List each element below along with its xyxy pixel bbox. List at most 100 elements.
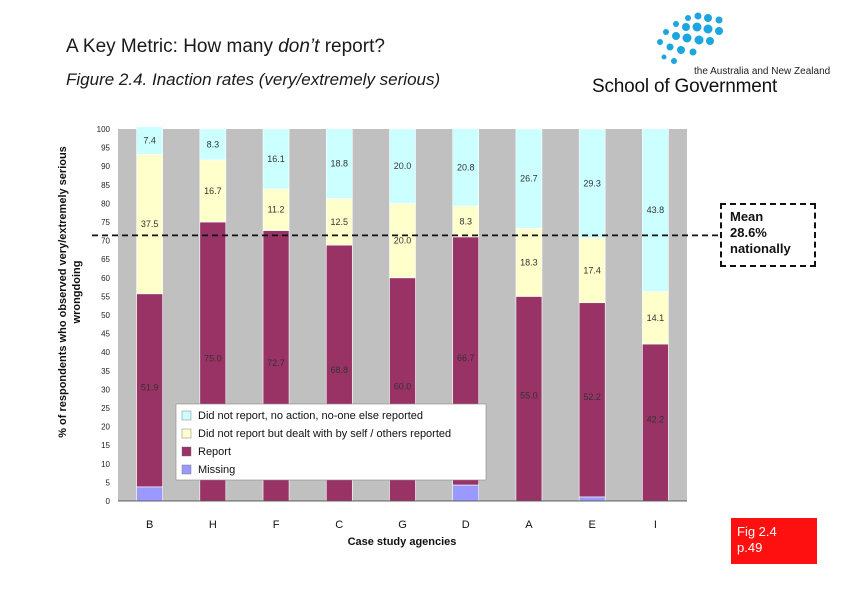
bar-segment: [325, 198, 353, 246]
bar-segment: [515, 228, 543, 297]
data-label: 16.1: [267, 154, 285, 164]
data-label: 37.5: [141, 219, 159, 229]
mean-callout: Mean 28.6% nationally: [720, 203, 816, 267]
y-tick-label: 85: [101, 181, 110, 190]
bar-segment: [642, 343, 669, 502]
bar-segment: [199, 159, 227, 223]
data-label: 18.8: [331, 159, 349, 169]
data-label: 20.8: [457, 162, 475, 172]
x-tick-label: H: [209, 519, 217, 531]
bar-segment: [136, 293, 163, 488]
data-label: 20.0: [394, 161, 412, 171]
bar-segment: [578, 128, 606, 239]
data-label: 11.2: [268, 205, 285, 215]
y-tick-label: 90: [101, 162, 110, 171]
legend-box: [175, 403, 487, 481]
legend-label: Did not report but dealt with by self / …: [198, 428, 451, 440]
legend-swatch: [181, 428, 192, 439]
x-tick-label: G: [398, 519, 407, 531]
y-tick-label: 100: [97, 125, 111, 134]
legend-swatch: [181, 464, 192, 475]
x-tick-label: A: [525, 519, 533, 531]
x-axis-title: Case study agencies: [348, 536, 457, 548]
y-tick-label: 30: [101, 385, 110, 394]
bar-segment: [452, 128, 480, 207]
bar-segment: [199, 128, 227, 161]
y-tick-label: 75: [101, 218, 110, 227]
data-label: 75.0: [204, 354, 222, 364]
figure-subtitle: Figure 2.4. Inaction rates (very/extreme…: [66, 70, 441, 89]
legend-label: Did not report, no action, no-one else r…: [198, 410, 423, 422]
bar-segment: [578, 496, 606, 502]
data-label: 29.3: [583, 178, 601, 188]
data-label: 12.5: [331, 217, 349, 227]
legend-label: Report: [198, 446, 231, 458]
bar-segment: [262, 128, 290, 190]
data-label: 72.7: [267, 358, 285, 368]
legend-swatch: [181, 446, 192, 457]
y-axis-title-line2: wrongdoing: [71, 261, 83, 325]
bar-segment: [515, 296, 543, 502]
y-tick-label: 15: [101, 441, 110, 450]
y-tick-label: 20: [101, 423, 110, 432]
logo-subtext: the Australia and New Zealand: [694, 66, 831, 77]
data-label: 18.3: [520, 257, 538, 267]
y-tick-label: 0: [106, 497, 111, 506]
bar-segment: [325, 128, 353, 199]
y-tick-label: 35: [101, 367, 110, 376]
x-tick-label: F: [273, 519, 280, 531]
data-label: 66.7: [457, 353, 475, 363]
bar-segment: [452, 205, 480, 238]
data-label: 60.0: [394, 381, 412, 391]
bar-segment: [642, 291, 669, 345]
y-axis-title-line1: % of respondents who observed very/extre…: [57, 146, 69, 438]
logo-dots-icon: [657, 12, 723, 64]
data-label: 20.0: [394, 236, 412, 246]
y-tick-label: 80: [101, 199, 110, 208]
data-label: 8.3: [459, 216, 472, 226]
data-label: 55.0: [520, 391, 538, 401]
logo-name: School of Government: [592, 76, 778, 97]
page-title: A Key Metric: How many don’t report?: [66, 36, 385, 57]
y-tick-label: 65: [101, 255, 110, 264]
data-label: 7.4: [143, 136, 156, 146]
data-label: 14.1: [647, 313, 665, 323]
x-tick-label: C: [335, 519, 343, 531]
data-label: 8.3: [207, 139, 220, 149]
y-tick-label: 40: [101, 348, 110, 357]
bar-segment: [515, 128, 543, 229]
legend-swatch: [181, 410, 192, 421]
bar-segment: [136, 153, 163, 295]
data-label: 51.9: [141, 382, 159, 392]
bar-segment: [578, 237, 606, 304]
bar-segment: [389, 128, 416, 204]
school-logo: the Australia and New Zealand School of …: [588, 10, 831, 100]
y-tick-label: 50: [101, 311, 110, 320]
x-tick-label: D: [462, 519, 470, 531]
y-tick-label: 95: [101, 144, 110, 153]
bar-segment: [136, 486, 163, 502]
bar-segment: [262, 188, 290, 231]
bar-segment: [389, 203, 416, 279]
data-label: 43.8: [647, 205, 665, 215]
bar-segment: [642, 128, 669, 292]
y-tick-label: 55: [101, 292, 110, 301]
bar-segment: [452, 484, 480, 502]
y-tick-label: 5: [106, 478, 111, 487]
legend-label: Missing: [198, 464, 235, 476]
data-label: 68.8: [331, 365, 349, 375]
x-tick-label: I: [654, 519, 657, 531]
data-label: 17.4: [583, 265, 601, 275]
data-label: 26.7: [520, 174, 538, 184]
y-tick-label: 70: [101, 237, 110, 246]
data-label: 52.2: [583, 392, 601, 402]
data-label: 42.2: [647, 415, 665, 425]
bar-segment: [136, 126, 163, 155]
y-tick-label: 25: [101, 404, 110, 413]
x-tick-label: E: [588, 519, 595, 531]
bar-segment: [578, 302, 606, 498]
data-label: 16.7: [204, 186, 222, 196]
y-tick-label: 10: [101, 460, 110, 469]
y-tick-label: 45: [101, 330, 110, 339]
